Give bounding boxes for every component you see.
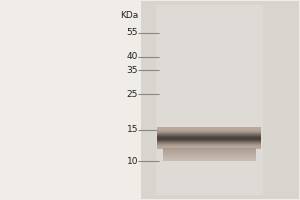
Bar <box>164 148 256 149</box>
Bar <box>158 143 262 144</box>
Bar <box>158 129 262 130</box>
Bar <box>158 140 262 141</box>
Bar <box>158 144 262 145</box>
Bar <box>158 148 262 149</box>
Bar <box>158 128 262 129</box>
Bar <box>158 141 262 142</box>
Bar <box>164 155 256 156</box>
Bar <box>158 148 262 149</box>
Text: 10: 10 <box>127 157 138 166</box>
Bar <box>158 139 262 140</box>
Bar <box>164 158 256 159</box>
Bar <box>158 132 262 133</box>
Bar <box>164 156 256 157</box>
Text: 15: 15 <box>127 125 138 134</box>
Bar <box>164 153 256 154</box>
Text: 35: 35 <box>127 66 138 75</box>
Bar <box>158 146 262 147</box>
Bar <box>164 152 256 153</box>
Bar <box>164 159 256 160</box>
Bar <box>164 159 256 161</box>
Bar <box>164 154 256 156</box>
Bar <box>164 150 256 151</box>
Bar <box>158 130 262 131</box>
Bar <box>158 135 262 136</box>
Bar <box>158 138 262 139</box>
Text: 40: 40 <box>127 52 138 61</box>
Bar <box>158 137 262 138</box>
Bar <box>164 149 256 150</box>
Bar <box>158 139 262 140</box>
Text: 55: 55 <box>127 28 138 37</box>
Bar <box>164 151 256 153</box>
Bar <box>164 156 256 158</box>
Bar <box>158 135 262 136</box>
Bar <box>158 143 262 144</box>
Bar <box>156 5 263 195</box>
Bar <box>158 142 262 143</box>
Bar <box>158 136 262 137</box>
Bar <box>164 154 256 155</box>
Bar <box>158 136 262 137</box>
Bar <box>164 151 256 152</box>
Bar <box>164 157 256 158</box>
Bar <box>158 131 262 132</box>
Text: 25: 25 <box>127 90 138 99</box>
Bar <box>158 133 262 134</box>
Bar <box>158 127 262 128</box>
Bar <box>158 145 262 146</box>
Bar <box>158 130 262 131</box>
Bar <box>164 157 256 159</box>
Bar <box>158 144 262 145</box>
Bar <box>158 128 262 129</box>
Bar <box>158 145 262 146</box>
Bar <box>164 149 256 150</box>
Bar <box>158 147 262 148</box>
Bar <box>158 140 262 141</box>
Bar <box>158 131 262 132</box>
Bar <box>164 150 256 152</box>
Bar <box>141 1 298 199</box>
Bar <box>158 134 262 135</box>
Bar <box>158 132 262 133</box>
Bar <box>164 153 256 155</box>
Text: KDa: KDa <box>120 11 138 20</box>
